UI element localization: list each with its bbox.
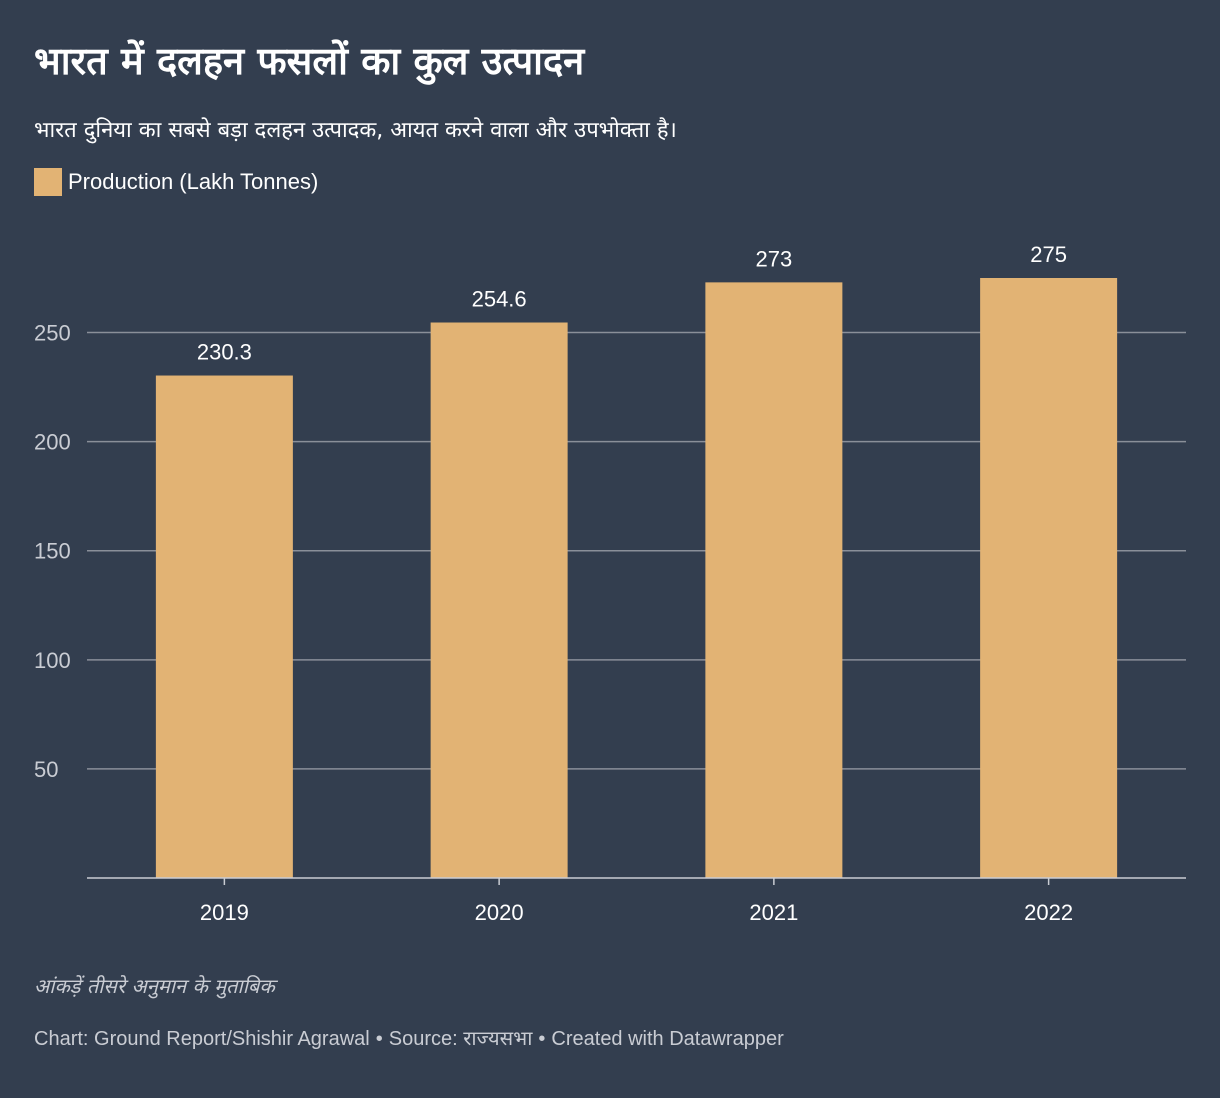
x-tick-label: 2022 xyxy=(1024,900,1073,925)
legend-swatch xyxy=(34,168,62,196)
x-tick-label: 2021 xyxy=(749,900,798,925)
x-tick-label: 2020 xyxy=(475,900,524,925)
bar-2021 xyxy=(705,282,843,878)
y-tick-label: 250 xyxy=(34,321,71,346)
chart-subtitle: भारत दुनिया का सबसे बड़ा दलहन उत्पादक, आ… xyxy=(34,118,677,143)
data-label: 273 xyxy=(756,246,793,271)
data-label: 254.6 xyxy=(472,287,527,312)
y-tick-label: 200 xyxy=(34,430,71,455)
x-tick-label: 2019 xyxy=(200,900,249,925)
chart-note: आंकड़ें तीसरे अनुमान के मुताबिक xyxy=(34,974,275,998)
data-label: 230.3 xyxy=(197,340,252,365)
chart-title: भारत में दलहन फसलों का कुल उत्पादन xyxy=(34,39,585,83)
credit-author: Chart: Ground Report/Shishir Agrawal xyxy=(34,1028,370,1050)
credit-separator: • xyxy=(538,1028,546,1050)
y-tick-label: 100 xyxy=(34,648,71,673)
bar-2019 xyxy=(155,375,293,878)
data-label: 275 xyxy=(1030,242,1067,267)
y-tick-label: 150 xyxy=(34,539,71,564)
credit-created[interactable]: Created with Datawrapper xyxy=(551,1028,784,1050)
credit-source: Source: राज्यसभा xyxy=(388,1028,533,1050)
bar-2020 xyxy=(430,322,568,878)
y-tick-label: 50 xyxy=(34,757,58,782)
credit-separator: • xyxy=(375,1028,383,1050)
legend-label: Production (Lakh Tonnes) xyxy=(68,169,319,194)
legend: Production (Lakh Tonnes) xyxy=(34,168,318,196)
chart-credit: Chart: Ground Report/Shishir Agrawal • Sou… xyxy=(34,1024,784,1051)
bar-2022 xyxy=(980,278,1118,878)
